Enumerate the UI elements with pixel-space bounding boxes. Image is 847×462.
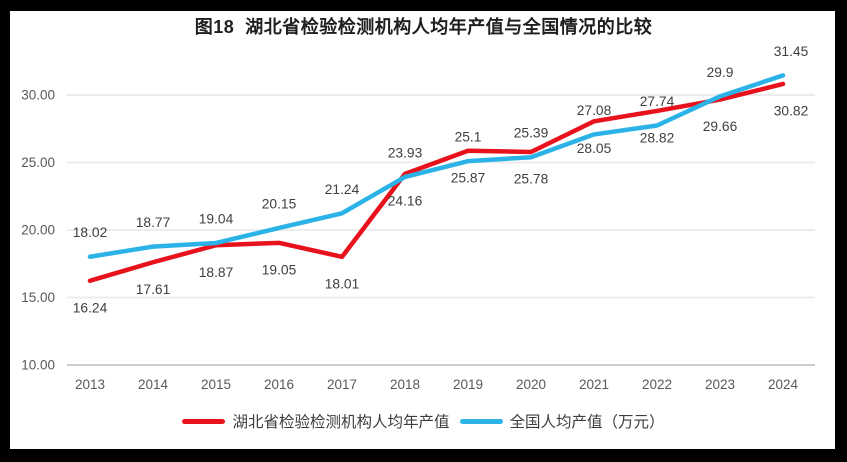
- data-label: 23.93: [388, 145, 423, 160]
- data-label: 18.02: [73, 225, 108, 240]
- legend-label-hubei: 湖北省检验检测机构人均年产值: [232, 414, 450, 431]
- data-label: 18.87: [199, 265, 234, 280]
- x-tick-label: 2017: [327, 377, 357, 392]
- data-label: 30.82: [774, 103, 809, 118]
- legend-label-national: 全国人均产值（万元）: [509, 414, 665, 431]
- x-tick-label: 2023: [705, 377, 735, 392]
- data-label: 18.77: [136, 215, 171, 230]
- y-tick-label: 30.00: [21, 88, 55, 103]
- legend: 湖北省检验检测机构人均年产值 全国人均产值（万元）: [0, 410, 847, 432]
- data-label: 17.61: [136, 282, 171, 297]
- data-label: 18.01: [325, 276, 360, 291]
- y-tick-label: 10.00: [21, 358, 55, 373]
- x-tick-label: 2022: [642, 377, 672, 392]
- x-tick-label: 2024: [768, 377, 799, 392]
- data-label: 28.82: [640, 130, 675, 145]
- x-tick-label: 2021: [579, 377, 609, 392]
- hubei-series-line-swatch: [182, 418, 226, 424]
- y-tick-label: 25.00: [21, 155, 55, 170]
- data-label: 29.9: [707, 65, 734, 80]
- x-tick-label: 2013: [75, 377, 105, 392]
- data-label: 25.87: [451, 170, 486, 185]
- data-label: 28.05: [577, 141, 612, 156]
- data-label: 25.39: [514, 126, 549, 141]
- legend-item-hubei: 湖北省检验检测机构人均年产值: [182, 410, 450, 432]
- x-tick-label: 2014: [138, 377, 169, 392]
- data-label: 29.66: [703, 119, 738, 134]
- x-tick-label: 2018: [390, 377, 420, 392]
- x-tick-label: 2016: [264, 377, 294, 392]
- y-tick-label: 20.00: [21, 223, 55, 238]
- series-line-hubei: [87, 81, 786, 284]
- data-label: 25.1: [455, 130, 482, 145]
- x-tick-label: 2020: [516, 377, 546, 392]
- data-label: 19.04: [199, 211, 234, 226]
- data-label: 27.08: [577, 103, 612, 118]
- legend-item-national: 全国人均产值（万元）: [459, 410, 665, 432]
- data-label: 16.24: [73, 300, 108, 315]
- x-tick-label: 2015: [201, 377, 231, 392]
- data-label: 21.24: [325, 182, 360, 197]
- data-label: 27.74: [640, 94, 675, 109]
- y-tick-label: 15.00: [21, 290, 55, 305]
- data-label: 20.15: [262, 196, 297, 211]
- chart-title: 图18 湖北省检验检测机构人均年产值与全国情况的比较: [194, 17, 653, 37]
- x-tick-label: 2019: [453, 377, 483, 392]
- national-series-line-swatch: [459, 418, 503, 424]
- data-label: 24.16: [388, 193, 423, 208]
- data-label: 25.78: [514, 171, 549, 186]
- series-line-national: [87, 73, 786, 259]
- data-label: 19.05: [262, 262, 297, 277]
- data-label: 31.45: [774, 44, 809, 59]
